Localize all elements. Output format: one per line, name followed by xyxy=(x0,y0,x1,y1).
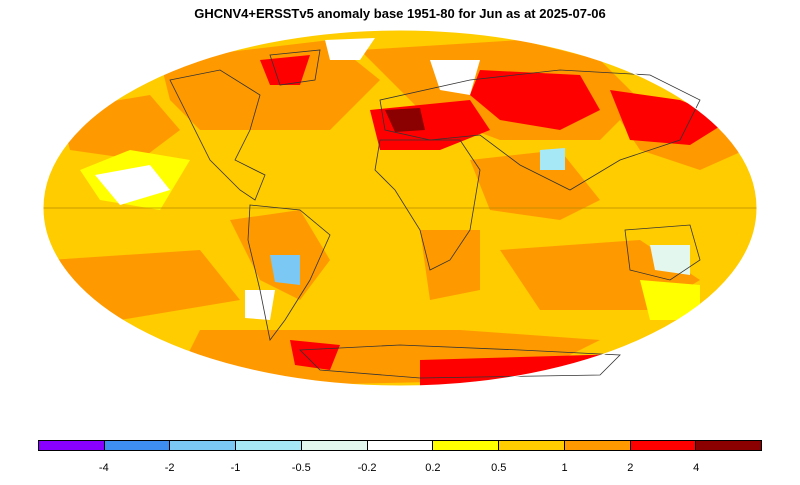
mild-patch-tasman xyxy=(640,280,700,320)
hot-patch-antarctic-peninsula xyxy=(290,340,340,370)
map-title: GHCNV4+ERSSTv5 anomaly base 1951-80 for … xyxy=(194,6,606,21)
neutral-patch-south-atlantic xyxy=(245,290,275,320)
warm-patch-south-africa xyxy=(420,230,480,300)
coastline-antarctica xyxy=(299,344,621,379)
coastline-eurasia xyxy=(379,69,701,191)
legend-swatch xyxy=(170,441,237,450)
legend-ticks: -4 -2 -1 -0.5 -0.2 0.2 0.5 1 2 4 xyxy=(38,462,762,476)
legend-tick-label: 4 xyxy=(693,462,700,474)
coastline-north-america xyxy=(169,69,266,201)
neutral-patch-east-pacific xyxy=(95,165,170,205)
coastline-greenland xyxy=(269,49,321,86)
legend-tick-label: -0.5 xyxy=(291,462,311,474)
color-legend xyxy=(38,440,762,451)
coastline-africa xyxy=(374,139,481,271)
legend-swatch xyxy=(39,441,105,450)
coastline-australia xyxy=(624,224,701,281)
legend-tick-label: -4 xyxy=(98,462,109,474)
legend-swatch xyxy=(630,441,697,450)
legend-swatch xyxy=(236,441,302,450)
legend-swatch xyxy=(301,441,368,450)
cool-patch-argentina xyxy=(270,255,300,285)
legend-swatch xyxy=(696,441,762,450)
coastlines xyxy=(169,49,701,379)
legend-swatch xyxy=(564,441,631,450)
globe-outline xyxy=(42,29,758,387)
legend-tick-label: -1 xyxy=(230,462,241,474)
legend-swatch xyxy=(367,441,434,450)
hot-patch-russia xyxy=(470,70,600,130)
legend-tick-label: 0.5 xyxy=(491,462,507,474)
legend-swatch xyxy=(104,441,171,450)
hot-patch-siberia xyxy=(610,90,730,145)
cool-patch-australia xyxy=(650,245,690,275)
very-hot-patch-europe xyxy=(385,108,425,132)
warm-patch-indian-ocean xyxy=(470,150,600,220)
legend-swatch xyxy=(499,441,565,450)
legend-tick-label: 0.2 xyxy=(425,462,441,474)
coastline-south-america xyxy=(247,204,331,341)
legend-tick-label: 1 xyxy=(561,462,568,474)
legend-tick-label: 2 xyxy=(627,462,634,474)
legend-tick-label: -0.2 xyxy=(357,462,377,474)
legend-swatch xyxy=(433,441,500,450)
neutral-patch-arctic xyxy=(325,38,375,60)
legend-tick-label: -2 xyxy=(164,462,175,474)
cool-patch-central-asia xyxy=(540,148,565,170)
